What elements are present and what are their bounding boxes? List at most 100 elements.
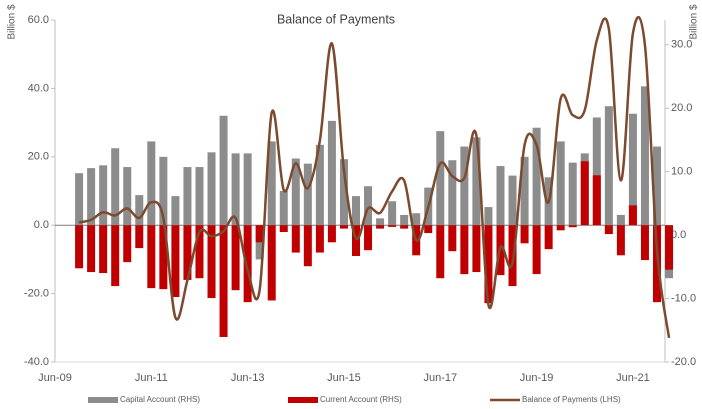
bar xyxy=(653,146,661,226)
bar xyxy=(291,158,300,226)
bar xyxy=(364,225,373,251)
bar xyxy=(267,225,276,301)
x-tick-label: Jun-17 xyxy=(423,372,457,384)
bar xyxy=(231,225,240,291)
bar xyxy=(255,225,264,243)
bar xyxy=(315,144,324,226)
x-tick-label: Jun-21 xyxy=(616,372,650,384)
bar xyxy=(327,225,336,243)
bar xyxy=(243,153,252,226)
bar xyxy=(400,225,409,229)
bar xyxy=(604,106,613,226)
bar xyxy=(99,165,108,226)
y-tick-label: 60.0 xyxy=(28,14,49,26)
bar xyxy=(279,191,288,226)
bar xyxy=(520,225,529,244)
bar xyxy=(159,225,168,290)
bar xyxy=(159,156,168,226)
bar xyxy=(532,127,541,226)
bar xyxy=(87,168,96,226)
y2-axis-title: Billion $ xyxy=(689,4,700,39)
bar xyxy=(640,86,649,226)
y-tick-label: 0.0 xyxy=(34,219,49,231)
y-tick-label: 40.0 xyxy=(28,82,49,94)
bar xyxy=(472,225,481,273)
bar xyxy=(484,207,493,226)
bar xyxy=(388,201,397,226)
bar xyxy=(207,152,216,226)
x-tick-label: Jun-15 xyxy=(327,372,361,384)
bar xyxy=(532,225,541,275)
bar xyxy=(352,225,360,256)
bar xyxy=(388,225,397,227)
bar xyxy=(111,225,120,287)
y-tick-label: 20.0 xyxy=(28,151,49,163)
x-tick-label: Jun-19 xyxy=(520,372,554,384)
y2-tick-label: -20.0 xyxy=(671,356,696,368)
bar xyxy=(616,225,625,256)
bar xyxy=(604,225,613,235)
bar xyxy=(436,225,445,279)
bar xyxy=(628,113,637,226)
bar xyxy=(315,225,324,253)
bar xyxy=(207,225,216,299)
bar xyxy=(123,225,132,263)
y-tick-label: -20.0 xyxy=(24,288,49,300)
bar xyxy=(267,141,276,226)
legend-swatch xyxy=(288,397,318,403)
bar xyxy=(352,196,360,226)
bar xyxy=(339,159,348,226)
bar xyxy=(508,175,517,226)
bar xyxy=(424,225,433,234)
bar xyxy=(291,225,300,253)
bar xyxy=(448,225,457,252)
chart-title: Balance of Payments xyxy=(277,12,395,26)
bar xyxy=(556,225,565,231)
bar xyxy=(400,214,409,226)
y2-tick-label: 0.0 xyxy=(671,229,686,241)
bar xyxy=(460,225,469,275)
bar xyxy=(135,195,144,226)
bar xyxy=(592,175,601,226)
bar xyxy=(219,115,228,226)
y2-tick-label: 10.0 xyxy=(671,166,692,178)
bar xyxy=(496,166,505,226)
bar xyxy=(460,146,469,226)
bar xyxy=(484,225,493,304)
bar xyxy=(556,141,565,226)
bar xyxy=(544,225,553,250)
bar xyxy=(231,153,240,226)
bar xyxy=(376,225,385,229)
bar xyxy=(303,163,312,226)
y-axis-title: Billion $ xyxy=(7,4,18,39)
bar xyxy=(183,167,192,226)
bar xyxy=(640,225,649,261)
bar xyxy=(327,120,336,226)
bar xyxy=(665,225,674,270)
bar xyxy=(580,161,589,226)
y-tick-label: -40.0 xyxy=(24,356,49,368)
bar xyxy=(219,225,228,338)
bar xyxy=(147,225,156,289)
bar xyxy=(376,218,385,226)
bar xyxy=(123,167,132,226)
bar xyxy=(412,213,421,226)
y2-tick-label: 30.0 xyxy=(671,39,692,51)
bar xyxy=(616,214,625,226)
bar xyxy=(303,225,312,267)
bar xyxy=(592,117,601,226)
x-tick-label: Jun-09 xyxy=(38,372,72,384)
bar xyxy=(243,225,252,303)
bar xyxy=(171,196,180,226)
bar xyxy=(568,225,577,228)
legend-label: Balance of Payments (LHS) xyxy=(522,395,621,404)
bar xyxy=(448,160,457,226)
bar xyxy=(147,141,156,226)
bar xyxy=(99,225,108,274)
bar xyxy=(628,205,637,226)
bar xyxy=(339,225,348,229)
bar xyxy=(87,225,96,273)
bar xyxy=(279,225,288,233)
y2-tick-label: 20.0 xyxy=(671,102,692,114)
